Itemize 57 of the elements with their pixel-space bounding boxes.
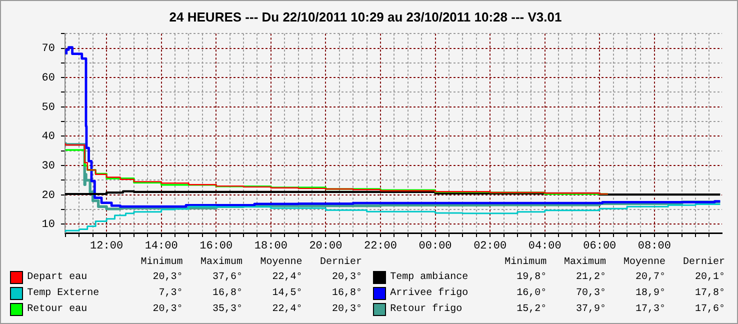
x-tick-label: 04:00 bbox=[528, 240, 562, 253]
text: 22,4° bbox=[271, 302, 304, 316]
text: Maximum bbox=[564, 256, 606, 268]
text: 16,8° bbox=[330, 286, 363, 300]
text: 15,2° bbox=[516, 302, 548, 316]
text: 17,3° bbox=[634, 302, 666, 316]
text: Moyenne bbox=[259, 256, 304, 269]
text: 20,1° bbox=[694, 270, 726, 284]
legend-label: Retour frigo bbox=[389, 302, 464, 316]
y-tick-label: 60 bbox=[42, 72, 55, 84]
y-tick-label: 10 bbox=[42, 219, 55, 232]
text: Minimum bbox=[140, 256, 184, 269]
legend-label: Temp Externe bbox=[26, 286, 100, 300]
text: 16,8° bbox=[211, 286, 244, 300]
y-tick-label: 20 bbox=[42, 190, 55, 202]
text: 37,9° bbox=[575, 302, 608, 316]
text: 18,9° bbox=[634, 286, 666, 300]
text: 20,7° bbox=[634, 270, 666, 284]
text: 20,3° bbox=[152, 270, 184, 284]
text: 35,3° bbox=[211, 302, 244, 316]
text: 21,2° bbox=[575, 270, 608, 284]
text: Dernier bbox=[682, 256, 725, 268]
text: Dernier bbox=[318, 256, 363, 269]
y-tick-label: 50 bbox=[42, 102, 55, 114]
text: 19,8° bbox=[516, 270, 548, 284]
legend-label: Arrivee frigo bbox=[389, 286, 470, 300]
y-tick-label: 70 bbox=[42, 43, 55, 56]
y-tick-label: 30 bbox=[42, 160, 55, 172]
text: 22,4° bbox=[271, 270, 304, 284]
text: 17,6° bbox=[694, 302, 726, 316]
text: 20,3° bbox=[330, 302, 363, 316]
legend-label: Retour eau bbox=[26, 302, 88, 316]
x-tick-label: 00:00 bbox=[418, 240, 452, 253]
x-tick-label: 02:00 bbox=[474, 240, 507, 253]
x-tick-label: 08:00 bbox=[638, 240, 671, 253]
text: 70,3° bbox=[575, 286, 608, 300]
text: 17,8° bbox=[694, 286, 726, 300]
text: 14,5° bbox=[271, 286, 304, 300]
chart-title: 24 HEURES --- Du 22/10/2011 10:29 au 23/10/2011 10:28 --- V3.01 bbox=[169, 9, 562, 24]
text: Maximum bbox=[199, 256, 244, 269]
text: 7,3° bbox=[158, 286, 184, 300]
legend-label: Temp ambiance bbox=[389, 270, 470, 284]
x-tick-label: 06:00 bbox=[583, 240, 616, 253]
x-tick-label: 14:00 bbox=[144, 240, 178, 253]
x-tick-label: 16:00 bbox=[200, 240, 233, 253]
x-tick-label: 18:00 bbox=[254, 240, 288, 253]
x-tick-label: 12:00 bbox=[90, 240, 124, 253]
y-tick-label: 40 bbox=[42, 131, 55, 144]
text: Moyenne bbox=[623, 256, 666, 268]
text: 20,3° bbox=[152, 302, 184, 316]
text: 20,3° bbox=[330, 270, 363, 284]
x-tick-label: 20:00 bbox=[309, 240, 342, 253]
legend-label: Depart eau bbox=[26, 270, 88, 284]
text: Minimum bbox=[504, 256, 547, 268]
x-tick-label: 22:00 bbox=[364, 240, 397, 253]
text: 37,6° bbox=[211, 270, 244, 284]
text: 16,0° bbox=[516, 286, 548, 300]
